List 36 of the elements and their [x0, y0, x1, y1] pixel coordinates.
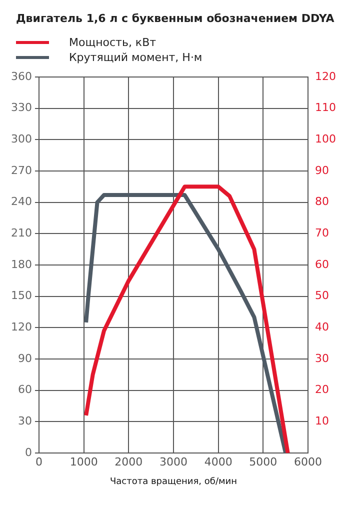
x-tick-label: 4000: [204, 455, 232, 468]
y2-tick-label: 50: [315, 289, 330, 302]
y-tick-label: 90: [18, 352, 32, 365]
x-tick-label: 3000: [160, 455, 188, 468]
y2-tick-label: 110: [315, 101, 336, 114]
y-tick-label: 120: [10, 320, 32, 334]
y-tick-label: 270: [10, 164, 32, 177]
y-tick-label: 360: [10, 70, 32, 83]
y-tick-label: 150: [10, 289, 32, 302]
y2-tick-label: 60: [315, 258, 330, 271]
y-tick-label: 180: [10, 258, 32, 271]
chart-title: Двигатель 1,6 л с буквенным обозначением DDYA: [15, 11, 336, 25]
y2-tick-label: 10: [315, 414, 330, 428]
legend-label: Крутящий момент, Н·м: [69, 51, 202, 64]
y2-tick-label: 20: [315, 383, 330, 396]
x-axis-title: Частота вращения, об/мин: [110, 476, 238, 487]
y-tick-label: 240: [10, 195, 32, 208]
y-tick-label: 60: [18, 383, 32, 396]
y-tick-label: 330: [10, 101, 32, 114]
legend-label: Мощность, кВт: [69, 36, 156, 49]
x-tick-label: 1000: [70, 455, 98, 468]
x-tick-label: 0: [35, 455, 42, 468]
y2-tick-label: 100: [315, 132, 336, 146]
y2-tick-label: 30: [315, 352, 330, 365]
y2-tick-label: 120: [315, 70, 336, 83]
y-tick-label: 0: [24, 446, 32, 459]
x-tick-label: 5000: [249, 455, 278, 468]
y2-tick-label: 90: [315, 164, 330, 177]
y2-tick-label: 70: [315, 226, 330, 240]
y2-tick-label: 40: [315, 320, 330, 334]
x-tick-label: 6000: [294, 455, 322, 468]
y2-tick-label: 80: [315, 195, 330, 208]
x-tick-label: 2000: [114, 455, 143, 468]
y-tick-label: 30: [18, 414, 32, 428]
y-tick-label: 300: [10, 132, 32, 146]
y-tick-label: 210: [10, 226, 32, 240]
